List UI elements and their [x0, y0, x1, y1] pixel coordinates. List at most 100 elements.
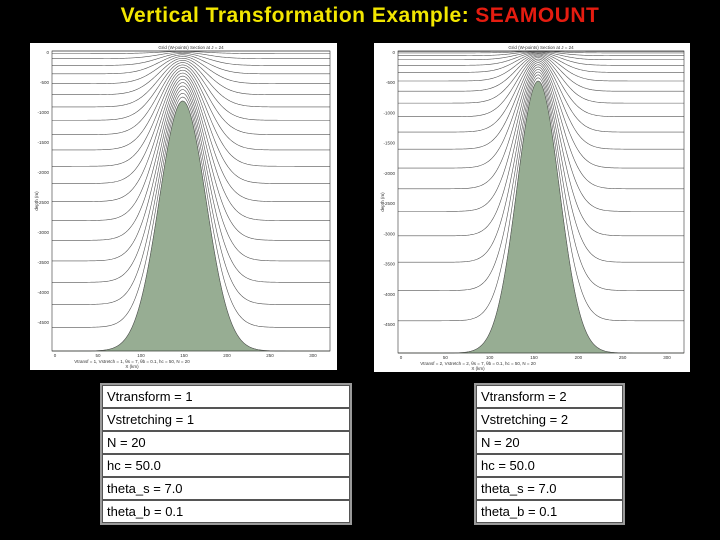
x-tick-label: 50: [443, 355, 449, 360]
x-tick-label: 150: [530, 355, 538, 360]
seamount: [398, 80, 684, 354]
table-cell: hc = 50.0: [102, 454, 350, 477]
table-row: hc = 50.0: [476, 454, 623, 477]
sigma-level: [398, 52, 684, 66]
sigma-level: [52, 69, 330, 167]
table-cell: theta_s = 7.0: [102, 477, 350, 500]
table-row: Vtransform = 1: [102, 385, 350, 408]
table-row: N = 20: [102, 431, 350, 454]
y-tick-label: -1000: [37, 110, 49, 115]
y-tick-label: -2000: [37, 170, 49, 175]
sigma-level: [52, 82, 330, 241]
title-text: Vertical Transformation Example:: [120, 4, 470, 27]
table-cell: N = 20: [476, 431, 623, 454]
x-tick-label: 250: [619, 355, 627, 360]
table-cell: theta_b = 0.1: [102, 500, 350, 523]
table-cell: Vstretching = 2: [476, 408, 623, 431]
sigma-level: [52, 51, 330, 59]
y-tick-label: -2000: [383, 171, 395, 176]
y-tick-label: -4000: [383, 292, 395, 297]
title-highlight: SEAMOUNT: [475, 4, 600, 27]
sigma-level: [398, 55, 684, 104]
plot-title: Grid (W-points) Section at J = 24: [508, 45, 574, 50]
sigma-level: [52, 75, 330, 202]
plot-caption: Vtransf = 2, Vstretch = 2, θs = 7, θb = …: [420, 361, 536, 366]
x-tick-label: 0: [54, 353, 57, 358]
y-tick-label: 0: [46, 50, 49, 55]
table-row: theta_s = 7.0: [476, 477, 623, 500]
sigma-level: [52, 51, 330, 54]
table-row: Vstretching = 2: [476, 408, 623, 431]
table-cell: hc = 50.0: [476, 454, 623, 477]
table-row: hc = 50.0: [102, 454, 350, 477]
x-tick-label: 0: [400, 355, 403, 360]
table-cell: theta_s = 7.0: [476, 477, 623, 500]
x-axis-label: X (km): [125, 364, 139, 369]
sigma-level: [52, 85, 330, 262]
table-cell: Vtransform = 1: [102, 385, 350, 408]
table-row: theta_s = 7.0: [102, 477, 350, 500]
y-tick-label: -1500: [37, 140, 49, 145]
sigma-level: [398, 77, 684, 322]
y-axis-label: depth (m): [380, 192, 385, 212]
plot-frame: [397, 50, 685, 354]
x-tick-label: 200: [575, 355, 583, 360]
sigma-level: [52, 54, 330, 75]
table-cell: Vstretching = 1: [102, 408, 350, 431]
slide-title: Vertical Transformation Example: SEAMOUNT: [0, 4, 720, 28]
y-tick-label: -2500: [383, 201, 395, 206]
y-tick-label: -4500: [37, 320, 49, 325]
y-tick-label: -1500: [383, 141, 395, 146]
table-row: theta_b = 0.1: [102, 500, 350, 523]
sigma-level: [52, 96, 330, 328]
sigma-level: [52, 89, 330, 283]
sigma-level: [398, 66, 684, 212]
table-cell: theta_b = 0.1: [476, 500, 623, 523]
sigma-level: [398, 51, 684, 56]
plot-frame: [51, 50, 331, 352]
sigma-level: [398, 53, 684, 82]
sigma-level: [52, 92, 330, 305]
sigma-level: [52, 64, 330, 135]
sigma-level: [398, 52, 684, 73]
x-tick-label: 250: [266, 353, 274, 358]
sigma-level: [52, 78, 330, 221]
sigma-level: [398, 62, 684, 169]
sigma-level: [398, 54, 684, 92]
table-cell: N = 20: [102, 431, 350, 454]
y-tick-label: -1000: [383, 110, 395, 115]
sigma-level: [52, 57, 330, 95]
x-tick-label: 200: [223, 353, 231, 358]
sigma-level: [398, 64, 684, 190]
sigma-level: [52, 72, 330, 184]
sigma-level: [52, 62, 330, 121]
sigma-level: [398, 57, 684, 118]
y-tick-label: 0: [392, 50, 395, 55]
sigma-level: [398, 69, 684, 237]
y-axis-label: depth (m): [34, 191, 39, 211]
y-tick-label: -4500: [383, 322, 395, 327]
sigma-level: [398, 58, 684, 133]
x-tick-label: 300: [309, 353, 317, 358]
sigma-level: [52, 60, 330, 108]
y-tick-label: -4000: [37, 290, 49, 295]
sigma-level: [398, 51, 684, 61]
y-tick-label: -3000: [37, 230, 49, 235]
table-row: Vstretching = 1: [102, 408, 350, 431]
table-cell: Vtransform = 2: [476, 385, 623, 408]
sigma-level: [398, 60, 684, 150]
plot-image: Grid (W-points) Section at J = 24 0 -500 -1…: [30, 43, 337, 370]
y-tick-label: -3500: [383, 262, 395, 267]
x-tick-label: 150: [180, 353, 188, 358]
y-tick-label: -500: [40, 80, 50, 85]
sigma-level: [52, 53, 330, 66]
x-tick-label: 50: [95, 353, 101, 358]
y-tick-label: -3500: [37, 260, 49, 265]
table-row: N = 20: [476, 431, 623, 454]
x-tick-label: 100: [486, 355, 494, 360]
